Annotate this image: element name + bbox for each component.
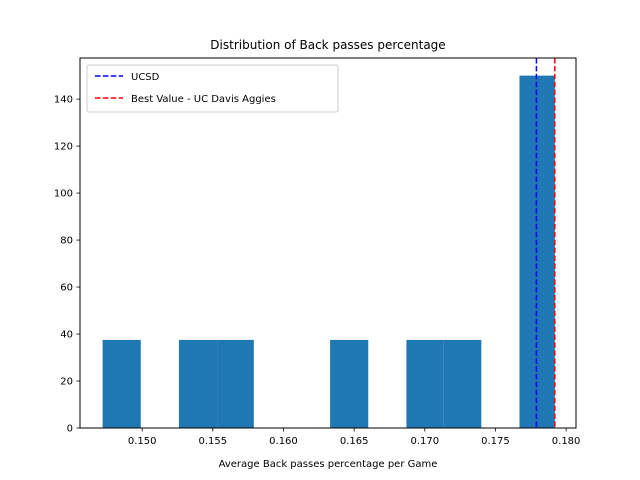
- reference-lines-group: [535, 58, 556, 428]
- histogram-bar-0: [102, 339, 141, 428]
- x-axis-label: Average Back passes percentage per Game: [219, 459, 438, 470]
- y-tick-label-1: 20: [60, 377, 73, 388]
- y-tick-label-6: 120: [54, 142, 73, 153]
- y-axis-ticks: 0 20 40 60 80 100 120 140: [54, 95, 80, 435]
- legend-label-ucsd: UCSD: [131, 72, 160, 83]
- chart-title: Distribution of Back passes percentage: [210, 38, 445, 52]
- histogram-bar-2: [217, 339, 254, 428]
- x-tick-label-5: 0.175: [481, 436, 510, 447]
- x-tick-label-2: 0.160: [269, 436, 298, 447]
- y-tick-label-2: 40: [60, 330, 73, 341]
- histogram-bar-5: [443, 339, 482, 428]
- x-tick-label-1: 0.155: [199, 436, 228, 447]
- x-tick-label-0: 0.150: [128, 436, 157, 447]
- x-axis-ticks: 0.150 0.155 0.160 0.165 0.170 0.175 0.180: [128, 428, 581, 447]
- x-tick-label-6: 0.180: [552, 436, 581, 447]
- y-tick-label-4: 80: [60, 236, 73, 247]
- plot-area-frame: [79, 57, 577, 429]
- histogram-bar-1: [178, 339, 218, 428]
- y-tick-label-0: 0: [67, 424, 73, 435]
- y-tick-label-7: 140: [54, 95, 73, 106]
- legend-label-best-value: Best Value - UC Davis Aggies: [131, 94, 276, 105]
- legend: UCSD Best Value - UC Davis Aggies: [86, 64, 339, 113]
- legend-box: [86, 64, 339, 113]
- x-tick-label-3: 0.165: [340, 436, 369, 447]
- histogram-bar-3: [330, 339, 369, 428]
- y-tick-label-3: 60: [60, 283, 73, 294]
- x-tick-label-4: 0.170: [410, 436, 439, 447]
- histogram-bar-4: [406, 339, 444, 428]
- y-tick-label-5: 100: [54, 189, 73, 200]
